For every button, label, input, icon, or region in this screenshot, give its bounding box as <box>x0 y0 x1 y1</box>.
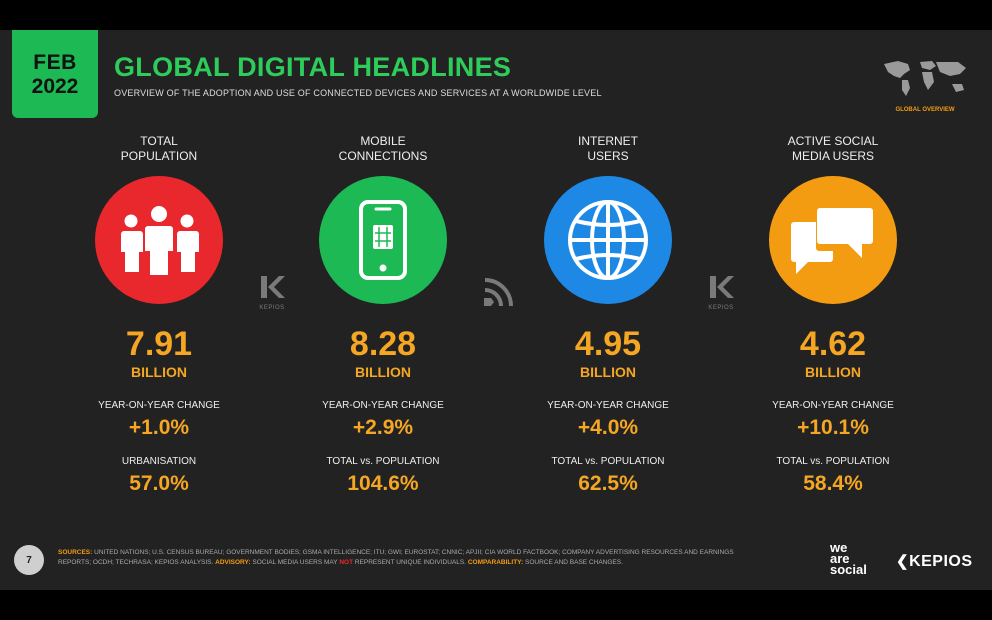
global-overview-badge: GLOBAL OVERVIEW <box>880 56 970 113</box>
stat-label: TOTAL vs. POPULATION <box>326 456 440 467</box>
stat-sub-value: 104.6% <box>347 472 419 495</box>
stat-label: YEAR-ON-YEAR CHANGE <box>322 400 444 411</box>
world-map-icon <box>884 61 966 96</box>
sources-label: SOURCES: <box>58 549 93 556</box>
kepios-separator: KEPIOS <box>254 274 290 311</box>
stat-sub-value: 57.0% <box>129 472 189 495</box>
people-icon <box>121 206 199 275</box>
stat-heading-line: CONNECTIONS <box>338 149 428 163</box>
datareportal-logo-icon <box>484 278 513 307</box>
chat-bubbles-icon <box>791 208 873 274</box>
stat-heading-line: POPULATION <box>120 149 198 163</box>
datareportal-separator <box>480 276 516 315</box>
stat-heading: MOBILE CONNECTIONS <box>288 134 478 166</box>
we-are-social-logo: we are social <box>830 540 867 577</box>
stat-icon-circle <box>319 176 447 304</box>
badge-year: 2022 <box>31 74 79 98</box>
stat-value: 4.62 <box>799 325 867 363</box>
stat-icon-circle <box>95 176 223 304</box>
sources-text: UNITED NATIONS; U.S. CENSUS BUREAU; GOVE… <box>58 549 734 566</box>
stat-label: URBANISATION <box>121 456 197 467</box>
slide: FEB 2022 GLOBAL DIGITAL HEADLINES OVERVI… <box>0 30 992 590</box>
kepios-logo-icon <box>261 276 285 298</box>
page-number: 7 <box>14 545 44 575</box>
stat-label: TOTAL vs. POPULATION <box>551 456 665 467</box>
page-title: GLOBAL DIGITAL HEADLINES <box>114 52 512 82</box>
globe-icon <box>568 200 648 280</box>
stat-unit: BILLION <box>355 364 411 380</box>
section-label: GLOBAL OVERVIEW <box>895 107 955 113</box>
brand-line: are <box>830 551 850 566</box>
date-badge: FEB 2022 <box>12 30 98 118</box>
stat-unit: BILLION <box>580 364 636 380</box>
stat-value: 4.95 <box>574 325 642 363</box>
kepios-separator: KEPIOS <box>703 274 739 311</box>
stat-total-population: TOTAL POPULATION 7.91 BILLION YEAR-ON-YE… <box>64 134 254 496</box>
stat-icon-circle <box>769 176 897 304</box>
advisory-text: SOCIAL MEDIA USERS MAY <box>252 559 338 566</box>
advisory-not: NOT <box>339 559 354 566</box>
stat-mobile-connections: MOBILE CONNECTIONS 8.28 BILLION YEAR-ON-… <box>288 134 478 496</box>
stat-sub-value: 62.5% <box>578 472 638 495</box>
stat-label: YEAR-ON-YEAR CHANGE <box>547 400 669 411</box>
stat-unit: BILLION <box>805 364 861 380</box>
kepios-mark-icon: ❮ <box>896 553 910 570</box>
page-subtitle: OVERVIEW OF THE ADOPTION AND USE OF CONN… <box>114 88 602 98</box>
stat-heading-line: INTERNET <box>578 134 638 148</box>
stat-heading: ACTIVE SOCIAL MEDIA USERS <box>738 134 928 166</box>
stat-sub-value: +10.1% <box>797 416 869 439</box>
stat-heading-line: TOTAL <box>140 134 178 148</box>
stat-social-media-users: ACTIVE SOCIAL MEDIA USERS 4.62 BILLION Y… <box>738 134 928 496</box>
stat-sub-value: +1.0% <box>128 416 190 439</box>
sources-note: SOURCES: UNITED NATIONS; U.S. CENSUS BUR… <box>58 548 758 568</box>
stat-heading: INTERNET USERS <box>513 134 703 166</box>
stat-heading: TOTAL POPULATION <box>64 134 254 166</box>
stat-value: 8.28 <box>349 325 417 363</box>
advisory-label: ADVISORY: <box>215 559 251 566</box>
kepios-wordmark: KEPIOS <box>909 553 973 570</box>
stat-icon-circle <box>544 176 672 304</box>
comparability-text: SOURCE AND BASE CHANGES. <box>525 559 623 566</box>
stat-internet-users: INTERNET USERS 4.95 BILLION YEAR-ON-YEAR… <box>513 134 703 496</box>
stat-sub-value: +2.9% <box>352 416 414 439</box>
kepios-logo: ❮KEPIOS <box>896 552 973 571</box>
stat-label: YEAR-ON-YEAR CHANGE <box>98 400 220 411</box>
stat-label: TOTAL vs. POPULATION <box>776 456 890 467</box>
brand-line: we <box>830 540 848 555</box>
kepios-label: KEPIOS <box>708 305 734 311</box>
stat-unit: BILLION <box>131 364 187 380</box>
badge-month: FEB <box>33 50 77 74</box>
brand-line: social <box>830 562 867 577</box>
stat-heading-line: MEDIA USERS <box>791 149 875 163</box>
stat-heading-line: ACTIVE SOCIAL <box>787 134 879 148</box>
stat-sub-value: 58.4% <box>803 472 863 495</box>
mobile-phone-icon <box>359 200 407 280</box>
kepios-logo-icon <box>710 276 734 298</box>
stat-label: YEAR-ON-YEAR CHANGE <box>772 400 894 411</box>
stat-heading-line: MOBILE <box>360 134 406 148</box>
advisory-text: REPRESENT UNIQUE INDIVIDUALS. <box>354 559 466 566</box>
comparability-label: COMPARABILITY: <box>467 559 524 566</box>
stat-sub-value: +4.0% <box>577 416 639 439</box>
stat-heading-line: USERS <box>587 149 629 163</box>
kepios-label: KEPIOS <box>259 305 285 311</box>
stat-value: 7.91 <box>125 325 193 363</box>
